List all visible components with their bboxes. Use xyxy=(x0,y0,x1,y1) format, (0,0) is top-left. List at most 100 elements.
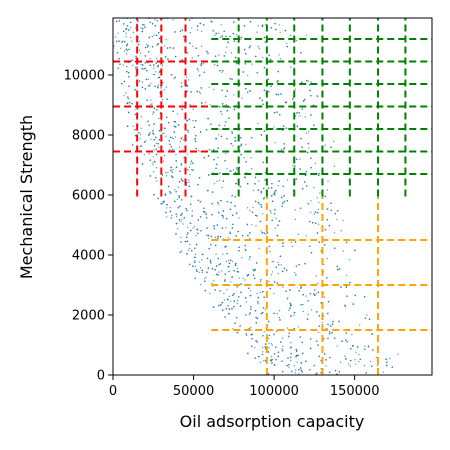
scatter-point xyxy=(213,279,215,282)
scatter-point xyxy=(150,99,152,101)
scatter-point xyxy=(169,206,171,209)
scatter-point xyxy=(191,27,193,29)
scatter-point xyxy=(302,303,304,306)
scatter-point xyxy=(244,244,246,247)
scatter-point xyxy=(307,143,310,145)
scatter-point xyxy=(273,353,276,355)
scatter-point xyxy=(273,126,275,128)
scatter-point xyxy=(207,234,210,237)
scatter-point xyxy=(204,211,206,213)
scatter-point xyxy=(240,137,242,139)
scatter-point xyxy=(177,186,180,188)
scatter-point xyxy=(283,200,286,203)
scatter-point xyxy=(141,68,143,70)
scatter-point xyxy=(158,139,161,141)
scatter-point xyxy=(263,187,265,190)
scatter-point xyxy=(260,206,263,208)
scatter-point xyxy=(344,304,346,307)
scatter-point xyxy=(135,27,137,29)
scatter-point xyxy=(277,224,279,226)
scatter-point xyxy=(354,359,356,361)
scatter-point xyxy=(290,315,292,317)
scatter-point xyxy=(358,354,360,356)
scatter-point xyxy=(180,221,182,223)
scatter-point xyxy=(219,263,222,265)
scatter-point xyxy=(152,164,154,166)
scatter-point xyxy=(342,250,344,252)
scatter-point xyxy=(330,202,332,204)
scatter-point xyxy=(132,144,134,146)
scatter-point xyxy=(238,277,240,279)
scatter-point xyxy=(301,108,303,110)
scatter-point xyxy=(233,270,235,272)
scatter-point xyxy=(200,284,202,286)
scatter-point xyxy=(329,331,331,333)
scatter-point xyxy=(172,47,175,49)
scatter-point xyxy=(280,264,282,266)
scatter-point xyxy=(281,205,283,208)
scatter-point xyxy=(278,264,280,266)
scatter-point xyxy=(272,260,275,263)
scatter-point xyxy=(201,30,203,32)
scatter-point xyxy=(234,322,236,324)
scatter-point xyxy=(306,79,308,82)
scatter-point xyxy=(288,335,290,337)
scatter-point xyxy=(359,358,361,360)
scatter-point xyxy=(232,294,234,296)
scatter-point xyxy=(231,227,233,229)
scatter-point xyxy=(215,253,217,255)
scatter-point xyxy=(275,266,277,268)
scatter-point xyxy=(282,202,284,204)
scatter-point xyxy=(273,292,275,295)
scatter-point xyxy=(256,31,258,33)
scatter-point xyxy=(188,181,190,184)
scatter-point xyxy=(139,133,142,136)
scatter-point xyxy=(240,154,242,156)
scatter-point xyxy=(257,25,259,27)
scatter-point xyxy=(276,81,278,83)
scatter-point xyxy=(200,64,202,66)
scatter-point xyxy=(247,234,249,237)
scatter-point xyxy=(285,290,287,292)
scatter-point xyxy=(152,132,154,134)
scatter-point xyxy=(250,308,252,310)
scatter-point xyxy=(264,179,266,181)
scatter-point xyxy=(189,174,191,176)
scatter-point xyxy=(279,255,282,257)
scatter-point xyxy=(227,201,229,203)
scatter-point xyxy=(175,126,177,128)
scatter-point xyxy=(224,316,226,318)
scatter-point xyxy=(317,291,319,293)
scatter-point xyxy=(158,72,160,74)
scatter-point xyxy=(208,149,210,151)
scatter-point xyxy=(282,242,284,244)
scatter-point xyxy=(141,163,144,165)
scatter-point xyxy=(327,337,329,339)
scatter-point xyxy=(263,196,265,199)
scatter-point xyxy=(263,198,265,200)
scatter-point xyxy=(244,176,246,179)
scatter-point xyxy=(221,71,223,74)
y-axis: 0 2000 4000 6000 8000 10000 xyxy=(64,69,113,384)
scatter-point xyxy=(210,262,212,264)
scatter-point xyxy=(325,365,327,367)
scatter-point xyxy=(141,81,144,83)
scatter-point xyxy=(323,353,326,355)
scatter-point xyxy=(225,308,228,310)
scatter-point xyxy=(270,343,272,345)
scatter-point xyxy=(310,200,312,202)
y-axis-label: Mechanical Strength xyxy=(17,115,36,279)
scatter-point xyxy=(251,345,253,347)
scatter-point xyxy=(245,87,247,90)
scatter-point xyxy=(236,286,238,288)
scatter-point xyxy=(123,30,125,33)
scatter-point xyxy=(349,365,351,367)
scatter-point xyxy=(171,171,174,174)
scatter-point xyxy=(272,271,274,273)
scatter-point xyxy=(152,111,155,113)
scatter-point xyxy=(135,68,137,71)
scatter-point xyxy=(170,146,172,148)
scatter-point xyxy=(351,333,353,336)
scatter-point xyxy=(145,140,147,142)
